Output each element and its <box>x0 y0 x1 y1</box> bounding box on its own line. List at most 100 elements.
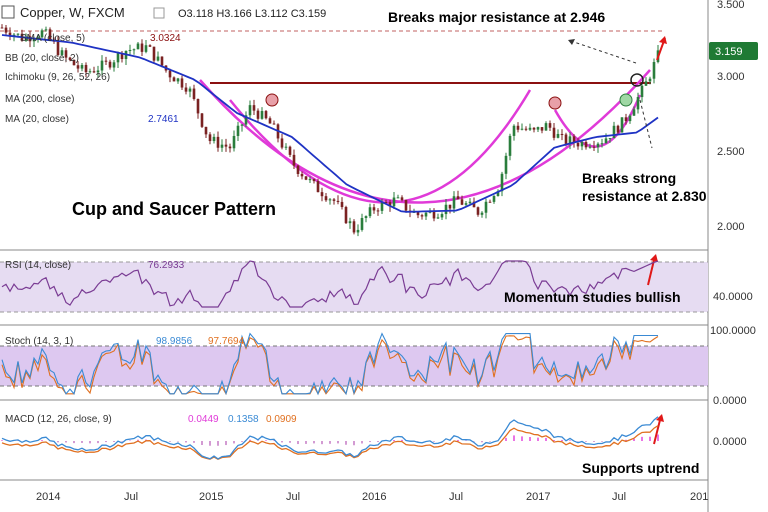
candle-body <box>316 181 320 193</box>
candle-body <box>300 173 304 177</box>
candle-body <box>96 70 100 73</box>
time-tick: 2014 <box>36 491 60 503</box>
time-tick: 2015 <box>199 491 223 503</box>
candle-body <box>468 201 472 204</box>
candle-body <box>308 179 312 181</box>
candle-body <box>80 64 84 69</box>
candle-body <box>172 77 176 82</box>
candle-body <box>380 202 384 211</box>
candle-body <box>304 176 308 180</box>
candle-body <box>512 125 516 136</box>
rsi-value: 76.2933 <box>148 260 185 271</box>
macd-label[interactable]: MACD (12, 26, close, 9) <box>5 414 112 425</box>
candle-body <box>176 78 180 82</box>
candle-body <box>484 201 488 213</box>
candle-body <box>208 134 212 142</box>
rsi-label[interactable]: RSI (14, close) <box>5 260 71 271</box>
candle-body <box>108 61 112 68</box>
ichimoku-label[interactable]: Ichimoku (9, 26, 52, 26) <box>5 72 110 83</box>
candle-body <box>336 200 340 202</box>
candle-body <box>32 39 36 42</box>
price-tick: 2.500 <box>717 146 745 158</box>
candle-body <box>88 71 92 73</box>
candle-body <box>104 60 108 62</box>
candle-body <box>552 127 556 138</box>
candle-body <box>576 142 580 147</box>
cup-outer-curve <box>199 69 651 204</box>
candle-body <box>504 155 508 174</box>
candle-body <box>568 136 572 144</box>
candle-body <box>328 199 332 201</box>
stoch-tick: 100.0000 <box>710 325 756 337</box>
candle-body <box>92 71 96 73</box>
candle-body <box>320 192 324 197</box>
red-up-arrow-head <box>656 414 664 422</box>
candle-body <box>648 78 652 82</box>
candle-body <box>212 136 216 142</box>
stoch-k-line <box>1 332 658 396</box>
strong-resistance-annotation-1: Breaks strong <box>582 170 676 186</box>
candle-body <box>192 88 196 99</box>
candle-body <box>196 98 200 114</box>
candle-body <box>448 204 452 209</box>
candle-body <box>596 143 600 148</box>
candle-body <box>116 53 120 63</box>
ma20-value: 2.7461 <box>148 114 179 125</box>
stoch-label[interactable]: Stoch (14, 3, 1) <box>5 336 73 347</box>
macd-tick: 0.0000 <box>713 436 747 448</box>
candle-body <box>452 196 456 209</box>
time-tick: 2017 <box>526 491 550 503</box>
candle-body <box>296 165 300 174</box>
sma-label[interactable]: SMA (close, 5) <box>20 33 85 44</box>
candle-body <box>544 123 548 131</box>
resistance-touch-marker <box>548 96 562 110</box>
candle-body <box>372 207 376 211</box>
collapse-icon[interactable] <box>1 5 15 19</box>
candle-body <box>0 27 4 29</box>
pattern-annotation: Cup and Saucer Pattern <box>72 199 276 219</box>
time-tick: 201 <box>690 491 708 503</box>
candle-body <box>360 218 364 230</box>
candle-body <box>528 127 532 130</box>
candle-body <box>136 43 140 50</box>
candle-body <box>324 196 328 201</box>
candle-body <box>216 136 220 148</box>
candle-body <box>204 126 208 135</box>
candle-body <box>520 128 524 130</box>
macd-signal-value: 0.0909 <box>266 414 297 425</box>
candle-body <box>464 203 468 205</box>
candle-body <box>496 191 500 197</box>
last-price-badge <box>709 42 758 60</box>
candle-body <box>236 125 240 136</box>
candle-body <box>572 136 576 143</box>
candle-body <box>228 146 232 149</box>
symbol-title: Copper, W, FXCM <box>20 5 125 20</box>
settings-icon[interactable] <box>153 7 165 19</box>
breakout-circle <box>630 73 644 87</box>
bb-label[interactable]: BB (20, close, 2) <box>5 53 79 64</box>
candle-body <box>624 117 628 122</box>
candle-body <box>488 201 492 203</box>
candle-body <box>64 50 68 58</box>
candle-body <box>256 110 260 119</box>
ma20-label[interactable]: MA (20, close) <box>5 114 69 125</box>
candle-body <box>284 146 288 148</box>
macd-signal-line <box>1 425 659 461</box>
ma200-label[interactable]: MA (200, close) <box>5 94 74 105</box>
candle-body <box>40 30 44 38</box>
price-tick: 3.500 <box>717 0 745 11</box>
candle-body <box>592 146 596 148</box>
candle-body <box>416 211 420 216</box>
candle-body <box>476 207 480 215</box>
candle-body <box>152 46 156 61</box>
breakout-marker <box>619 93 633 107</box>
uptrend-annotation: Supports uptrend <box>582 460 699 476</box>
candle-body <box>472 201 476 208</box>
candle-body <box>168 70 172 78</box>
candle-body <box>604 138 608 144</box>
arrow-head <box>568 39 575 45</box>
candle-body <box>16 33 20 35</box>
candle-body <box>24 36 28 41</box>
candle-body <box>588 146 592 148</box>
